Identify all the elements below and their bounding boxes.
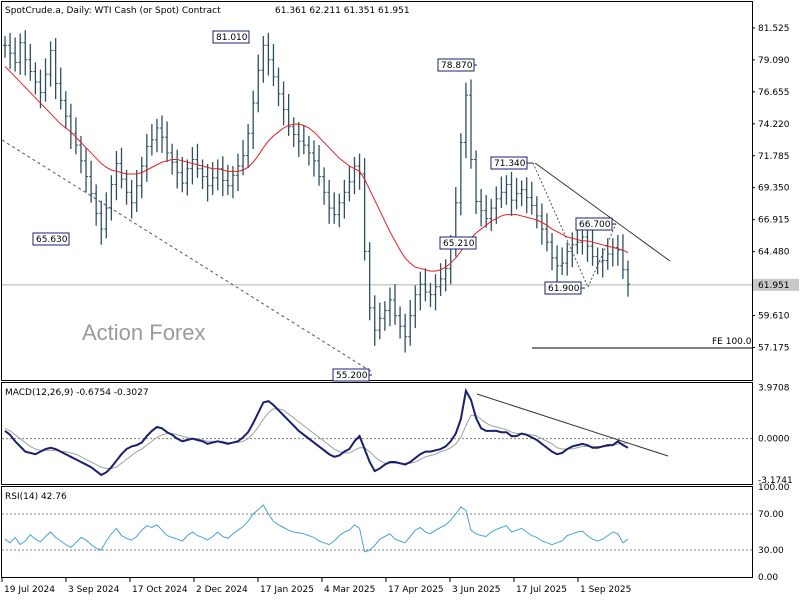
rsi-axis-tick-label: 70.00 xyxy=(758,510,784,520)
rsi-axis-tick-label: 30.00 xyxy=(758,546,784,556)
annotation-box xyxy=(437,58,475,72)
x-axis-tick-label: 3 Sep 2024 xyxy=(68,585,120,595)
ohlc-header: 61.361 62.211 61.351 61.951 xyxy=(275,6,410,16)
fib-leg-1 xyxy=(532,162,589,288)
macd-axis-tick-label: -3.1741 xyxy=(758,476,793,486)
price-axis-tick-label: 79.090 xyxy=(758,56,790,66)
watermark: Action Forex xyxy=(82,320,206,345)
symbol-header: SpotCrude.a, Daily: WTI Cash (or Spot) C… xyxy=(5,6,221,16)
annotation-label: 55.200 xyxy=(336,371,368,381)
rsi-line xyxy=(4,504,629,553)
price-axis-tick-label: 74.220 xyxy=(758,120,790,130)
annotation-box xyxy=(439,236,477,250)
price-axis-tick-label: 66.915 xyxy=(758,216,790,226)
rsi-axis-tick-label: 100.00 xyxy=(758,483,790,493)
support-trendline xyxy=(1,139,373,373)
annotation-label: 65.210 xyxy=(443,239,475,249)
x-axis-tick-label: 17 Jul 2025 xyxy=(516,585,567,595)
annotation-label: 65.630 xyxy=(36,235,68,245)
resistance-trendline xyxy=(534,162,671,262)
macd-line xyxy=(4,387,629,477)
x-axis-tick-label: 19 Jul 2024 xyxy=(4,585,55,595)
x-axis-tick-label: 3 Jun 2025 xyxy=(452,585,500,595)
x-axis-tick-label: 1 Sep 2025 xyxy=(580,585,631,595)
fib-leg-2 xyxy=(587,223,617,288)
current-price-tag xyxy=(753,278,799,291)
macd-axis-tick-label: 0.0000 xyxy=(758,435,790,445)
annotation-box xyxy=(212,30,250,44)
annotation-box xyxy=(575,217,613,231)
macd-layer xyxy=(2,387,752,477)
annotation-box xyxy=(544,281,582,295)
rsi-label: RSI(14) 42.76 xyxy=(5,492,67,502)
x-axis-tick-label: 17 Apr 2025 xyxy=(388,585,444,595)
rsi-panel-frame xyxy=(1,486,753,578)
x-axis-tick-label: 4 Mar 2025 xyxy=(324,585,375,595)
price-axis-tick-label: 81.525 xyxy=(758,24,790,34)
price-panel-frame xyxy=(1,1,753,381)
annotation-box xyxy=(32,232,70,246)
annotation-box xyxy=(490,156,528,170)
price-layer: 81.010 78.870 71.340 66.700 65.630 65.210 61.9… xyxy=(1,30,752,382)
fe-100-label: FE 100.0 xyxy=(712,337,752,347)
macd-axis-tick-label: 3.9708 xyxy=(758,383,790,393)
x-axis-tick-label: 2 Dec 2024 xyxy=(196,585,248,595)
macd-label: MACD(12,26,9) -0.6754 -0.3027 xyxy=(5,388,149,398)
price-axis-tick-label: 64.480 xyxy=(758,248,790,258)
rsi-axis-tick-label: 0.00 xyxy=(758,573,778,583)
moving-average-line xyxy=(4,65,629,272)
price-axis-tick-label: 71.785 xyxy=(758,152,790,162)
price-axis-tick-label: 69.350 xyxy=(758,184,790,194)
current-price-label: 61.951 xyxy=(758,281,790,291)
annotation-label: 78.870 xyxy=(441,61,473,71)
annotation-label: 71.340 xyxy=(494,159,526,169)
annotation-label: 66.700 xyxy=(579,220,611,230)
x-axis-tick-label: 17 Oct 2024 xyxy=(132,585,188,595)
annotation-label: 81.010 xyxy=(216,33,248,43)
price-axis-tick-label: 59.610 xyxy=(758,312,790,322)
axis-layer: 81.525 79.090 76.655 74.220 71.785 69.350 66.9… xyxy=(1,24,799,595)
price-axis-tick-label: 57.175 xyxy=(758,344,790,354)
annotation-box xyxy=(332,368,370,382)
macd-trendline xyxy=(476,393,669,457)
x-axis-tick-label: 17 Jan 2025 xyxy=(260,585,314,595)
macd-panel-frame xyxy=(1,382,753,485)
rsi-layer xyxy=(2,504,752,553)
price-axis-tick-label: 76.655 xyxy=(758,88,790,98)
annotation-label: 61.900 xyxy=(548,284,580,294)
